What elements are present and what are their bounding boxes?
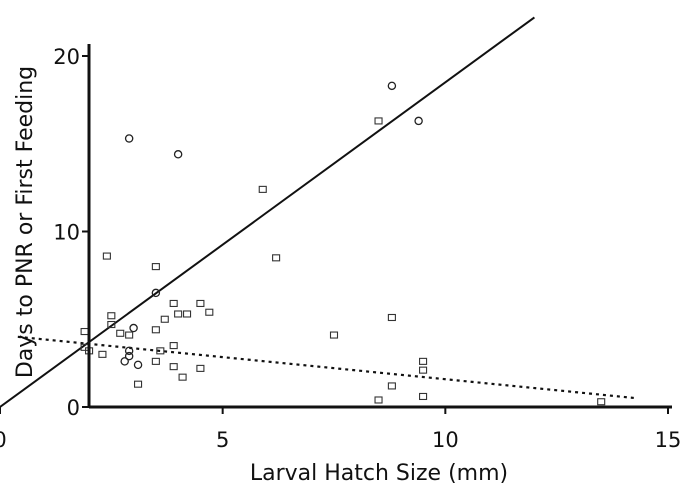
data-point-circle (133, 360, 143, 370)
data-point-square (169, 363, 178, 371)
data-point-square (107, 320, 116, 329)
data-point-square (169, 342, 178, 350)
data-point-square (151, 357, 160, 365)
x-axis-title: Larval Hatch Size (mm) (250, 461, 508, 486)
data-point-square (116, 329, 125, 337)
data-point-square (387, 382, 396, 390)
x-tick-label: 15 (655, 428, 682, 452)
y-axis-title: Days to PNR or First Feeding (13, 66, 38, 378)
data-point-square (182, 310, 192, 318)
data-point-square (156, 347, 165, 355)
data-point-square (125, 331, 134, 339)
data-point-circle (124, 346, 134, 356)
x-tick-label: 10 (432, 428, 459, 452)
data-point-square (196, 299, 205, 308)
data-point-circle (124, 351, 134, 361)
y-tick-label: 10 (53, 221, 80, 245)
data-point-square (151, 326, 160, 334)
data-point-square (107, 312, 116, 320)
data-point-square (160, 315, 169, 323)
data-point-square (102, 252, 111, 260)
data-point-square (80, 327, 89, 336)
fit-lines (0, 16, 637, 408)
data-point-square (178, 373, 187, 381)
y-tick-label: 20 (53, 45, 80, 69)
data-point-circle (151, 288, 161, 298)
data-points (80, 81, 606, 406)
x-tick-label: 5 (216, 428, 229, 452)
data-point-square (205, 308, 214, 316)
data-point-square (134, 380, 143, 388)
data-point-square (597, 398, 606, 406)
data-point-square (169, 299, 178, 308)
data-point-square (374, 117, 383, 125)
data-point-square (419, 392, 428, 401)
data-point-square (374, 396, 383, 404)
data-point-circle (387, 81, 397, 91)
data-point-square (98, 350, 107, 358)
data-point-square (272, 254, 281, 262)
data-point-square (387, 313, 396, 322)
data-point-square (196, 364, 205, 372)
data-point-circle (124, 134, 134, 143)
data-point-square (419, 366, 428, 374)
data-point-circle (173, 150, 183, 159)
y-tick-label: 0 (67, 396, 80, 420)
data-point-square (329, 331, 339, 339)
data-point-circle (414, 116, 423, 126)
axes (87, 44, 672, 409)
data-point-circle (129, 323, 138, 333)
data-point-square (151, 263, 160, 271)
data-point-circle (120, 357, 129, 366)
x-tick-label: 0 (0, 428, 7, 452)
dotted-fit-line (17, 335, 637, 400)
tick-labels: 0 5 10 15 0 10 20 (0, 45, 681, 452)
solid-fit-line (0, 16, 535, 408)
data-point-square (174, 310, 183, 318)
data-point-square (258, 185, 267, 193)
data-point-square (419, 357, 428, 365)
